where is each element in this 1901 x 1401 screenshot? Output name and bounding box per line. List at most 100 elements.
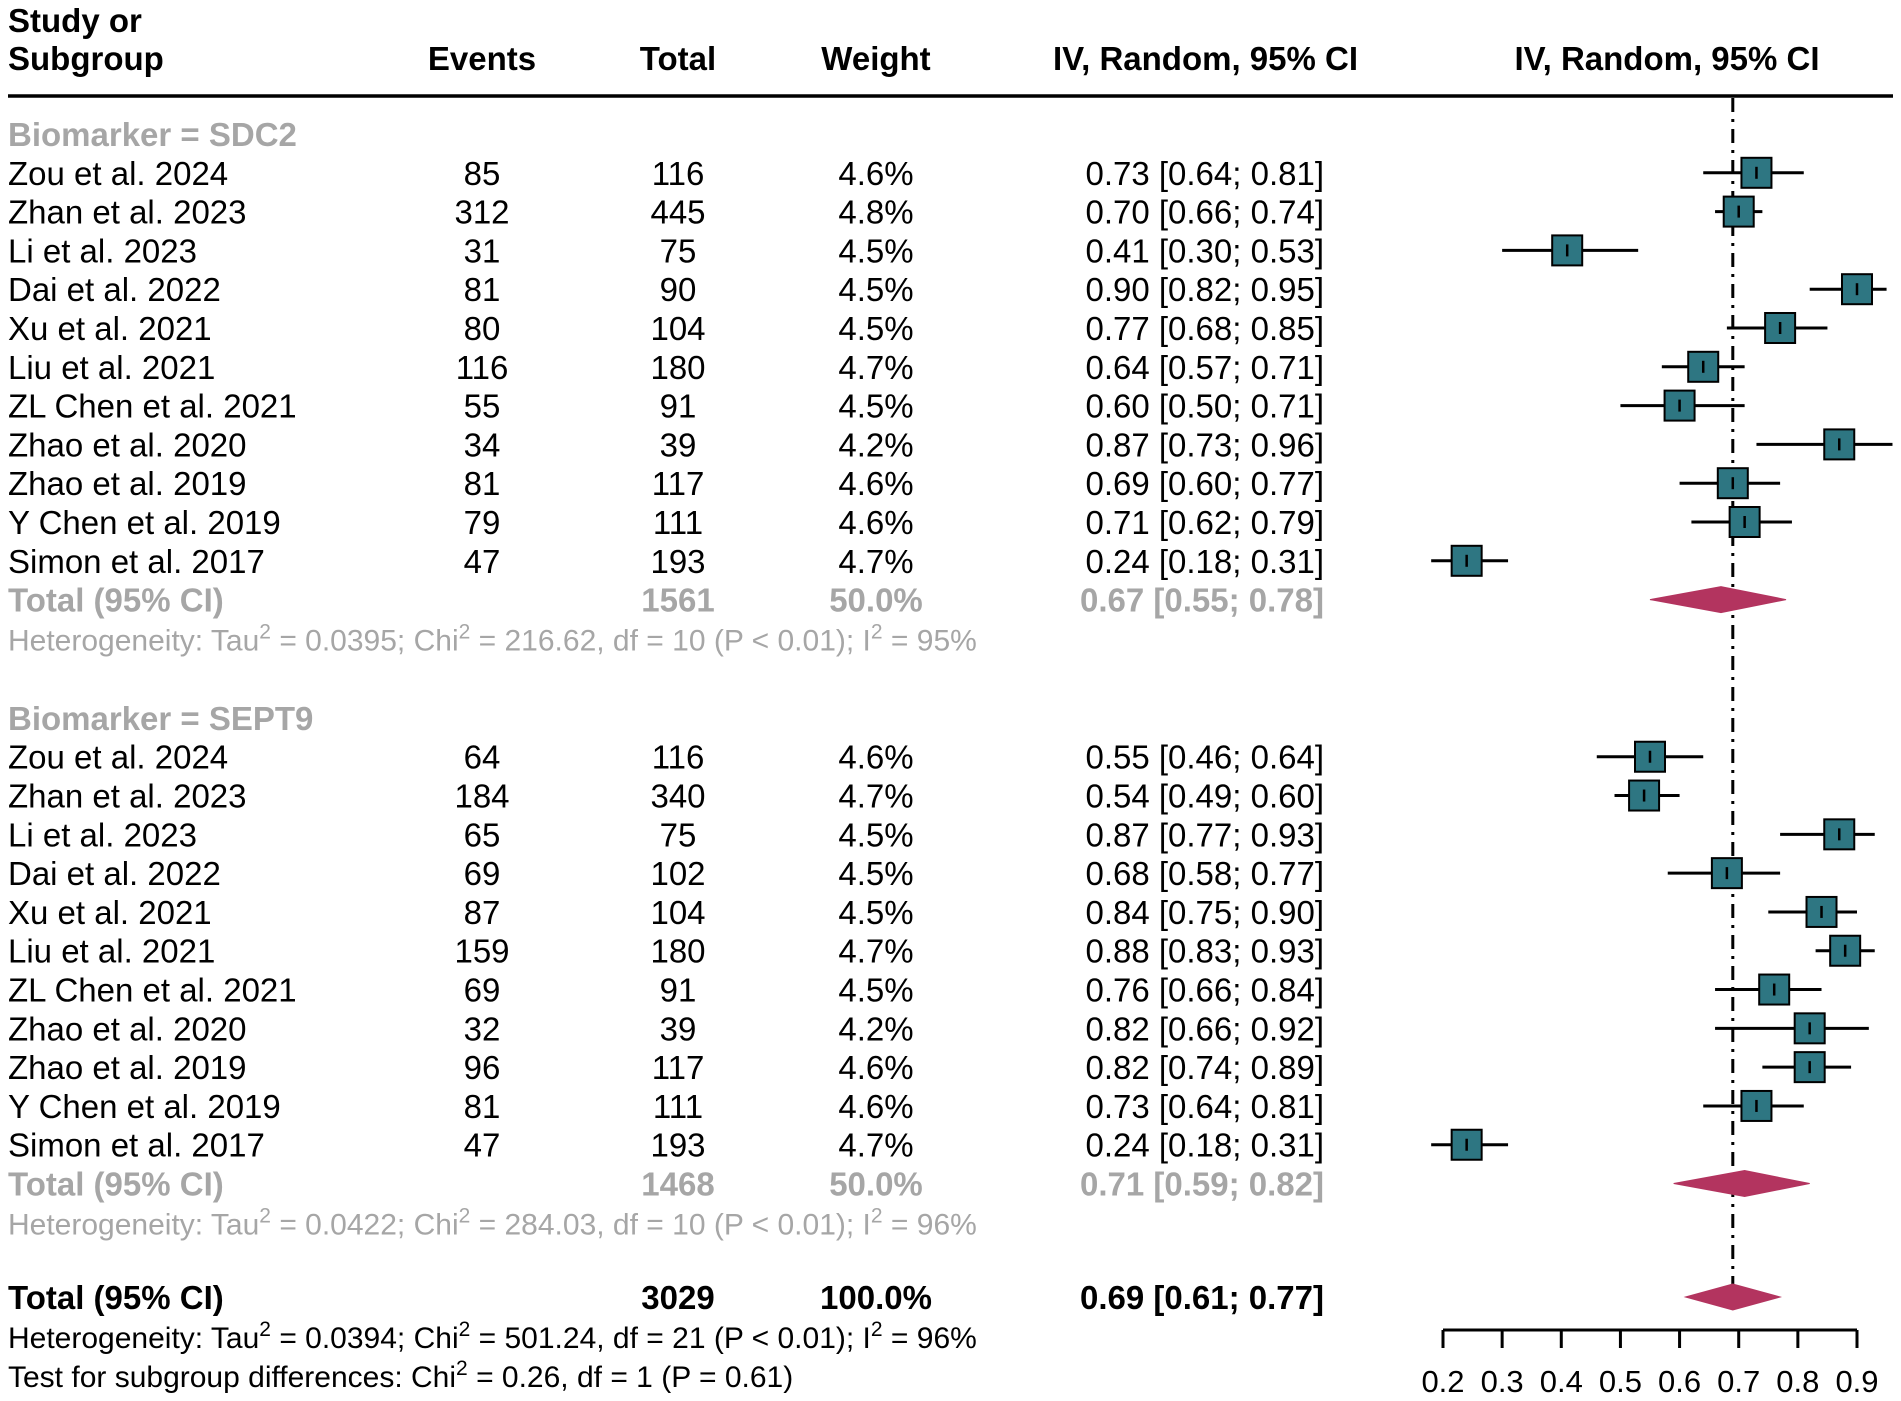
row-1-0-events: 64 (464, 739, 501, 776)
header-ci-text: IV, Random, 95% CI (1053, 40, 1358, 77)
header-events: Events (428, 40, 536, 77)
row-0-10-ci-text: 0.24 [0.18; 0.31] (1085, 543, 1324, 580)
row-0-8-weight: 4.6% (838, 465, 913, 502)
row-1-1-square (1628, 779, 1661, 812)
row-0-9-ci-text: 0.71 [0.62; 0.79] (1085, 504, 1324, 541)
row-0-10-total: 193 (650, 543, 705, 580)
row-0-3-events: 81 (464, 271, 501, 308)
row-0-10-square (1450, 544, 1483, 577)
row-1-7-ci-text: 0.82 [0.66; 0.92] (1085, 1010, 1324, 1047)
overall-total-ci-text: 0.69 [0.61; 0.77] (1080, 1279, 1324, 1316)
row-1-10-total: 193 (650, 1127, 705, 1164)
row-1-3-ci-text: 0.68 [0.58; 0.77] (1085, 855, 1324, 892)
row-0-6-total: 91 (660, 388, 697, 425)
row-1-1-events: 184 (454, 778, 509, 815)
row-0-2-ci-text: 0.41 [0.30; 0.53] (1085, 232, 1324, 269)
x-tick-label-0: 0.2 (1421, 1364, 1464, 1399)
row-0-3-ci-text: 0.90 [0.82; 0.95] (1085, 271, 1324, 308)
row-0-2-weight: 4.5% (838, 232, 913, 269)
row-1-8-ci-text: 0.82 [0.74; 0.89] (1085, 1049, 1324, 1086)
row-0-4-events: 80 (464, 310, 501, 347)
row-0-4-ci-text: 0.77 [0.68; 0.85] (1085, 310, 1324, 347)
row-0-7-weight: 4.2% (838, 426, 913, 463)
row-0-6-weight: 4.5% (838, 388, 913, 425)
header-study-line2: Subgroup (8, 40, 164, 77)
row-0-1-total: 445 (650, 194, 705, 231)
row-1-7-name: Zhao et al. 2020 (8, 1010, 247, 1047)
row-1-10-name: Simon et al. 2017 (8, 1127, 265, 1164)
group-0-label: Biomarker = SDC2 (8, 116, 297, 153)
group-1-total-weight: 50.0% (829, 1166, 923, 1203)
row-0-5-name: Liu et al. 2021 (8, 349, 215, 386)
row-1-8-name: Zhao et al. 2019 (8, 1049, 247, 1086)
x-tick-label-3: 0.5 (1599, 1364, 1642, 1399)
row-0-9-weight: 4.6% (838, 504, 913, 541)
row-0-2-events: 31 (464, 232, 501, 269)
row-1-3-total: 102 (650, 855, 705, 892)
row-1-10-weight: 4.7% (838, 1127, 913, 1164)
overall-heterogeneity: Heterogeneity: Tau2 = 0.0394; Chi2 = 501… (8, 1318, 977, 1355)
group-0-heterogeneity: Heterogeneity: Tau2 = 0.0395; Chi2 = 216… (8, 620, 977, 657)
row-1-3-weight: 4.5% (838, 855, 913, 892)
row-0-0-events: 85 (464, 155, 501, 192)
group-1-label: Biomarker = SEPT9 (8, 700, 313, 737)
row-0-4-total: 104 (650, 310, 705, 347)
row-0-5-total: 180 (650, 349, 705, 386)
x-tick-label-4: 0.6 (1658, 1364, 1701, 1399)
group-1-heterogeneity: Heterogeneity: Tau2 = 0.0422; Chi2 = 284… (8, 1204, 977, 1241)
overall-diamond (1683, 1283, 1783, 1311)
row-0-3-weight: 4.5% (838, 271, 913, 308)
row-1-0-name: Zou et al. 2024 (8, 739, 228, 776)
row-0-5-weight: 4.7% (838, 349, 913, 386)
x-tick-label-2: 0.4 (1540, 1364, 1583, 1399)
row-1-5-events: 159 (454, 933, 509, 970)
row-0-0-weight: 4.6% (838, 155, 913, 192)
row-0-8-ci-text: 0.69 [0.60; 0.77] (1085, 465, 1324, 502)
row-1-3-name: Dai et al. 2022 (8, 855, 221, 892)
row-1-6-name: ZL Chen et al. 2021 (8, 972, 297, 1009)
row-1-9-weight: 4.6% (838, 1088, 913, 1125)
group-0-diamond (1649, 586, 1787, 614)
row-1-6-events: 69 (464, 972, 501, 1009)
row-0-7-ci-text: 0.87 [0.73; 0.96] (1085, 426, 1324, 463)
row-1-4-ci-text: 0.84 [0.75; 0.90] (1085, 894, 1324, 931)
row-1-7-total: 39 (660, 1010, 697, 1047)
row-0-7-total: 39 (660, 426, 697, 463)
row-0-1-weight: 4.8% (838, 194, 913, 231)
row-1-4-total: 104 (650, 894, 705, 931)
group-0-total-label: Total (95% CI) (8, 582, 224, 619)
overall-total-weight: 100.0% (820, 1279, 932, 1316)
row-0-2-total: 75 (660, 232, 697, 269)
row-0-0-ci-text: 0.73 [0.64; 0.81] (1085, 155, 1324, 192)
row-1-2-weight: 4.5% (838, 816, 913, 853)
row-0-10-weight: 4.7% (838, 543, 913, 580)
group-1-diamond (1673, 1170, 1810, 1198)
row-0-4-name: Xu et al. 2021 (8, 310, 212, 347)
row-1-2-name: Li et al. 2023 (8, 816, 197, 853)
header-ci-plot: IV, Random, 95% CI (1514, 40, 1819, 77)
subgroup-test: Test for subgroup differences: Chi2 = 0.… (8, 1357, 793, 1394)
row-0-1-square (1722, 195, 1755, 228)
group-1-total-label: Total (95% CI) (8, 1166, 224, 1203)
row-1-7-weight: 4.2% (838, 1010, 913, 1047)
row-1-1-ci-text: 0.54 [0.49; 0.60] (1085, 778, 1324, 815)
overall-total-n: 3029 (641, 1279, 714, 1316)
row-1-4-name: Xu et al. 2021 (8, 894, 212, 931)
header-weight: Weight (821, 40, 930, 77)
row-0-3-name: Dai et al. 2022 (8, 271, 221, 308)
row-1-2-total: 75 (660, 816, 697, 853)
group-0-total-ci-text: 0.67 [0.55; 0.78] (1080, 582, 1324, 619)
row-0-10-events: 47 (464, 543, 501, 580)
row-1-3-events: 69 (464, 855, 501, 892)
header-total: Total (640, 40, 716, 77)
row-0-4-weight: 4.5% (838, 310, 913, 347)
row-0-9-total: 111 (653, 504, 703, 541)
row-0-8-name: Zhao et al. 2019 (8, 465, 247, 502)
row-1-8-weight: 4.6% (838, 1049, 913, 1086)
row-1-5-ci-text: 0.88 [0.83; 0.93] (1085, 933, 1324, 970)
row-0-5-ci-text: 0.64 [0.57; 0.71] (1085, 349, 1324, 386)
row-1-0-ci-text: 0.55 [0.46; 0.64] (1085, 739, 1324, 776)
row-1-5-total: 180 (650, 933, 705, 970)
x-tick-label-6: 0.8 (1776, 1364, 1819, 1399)
row-1-0-weight: 4.6% (838, 739, 913, 776)
